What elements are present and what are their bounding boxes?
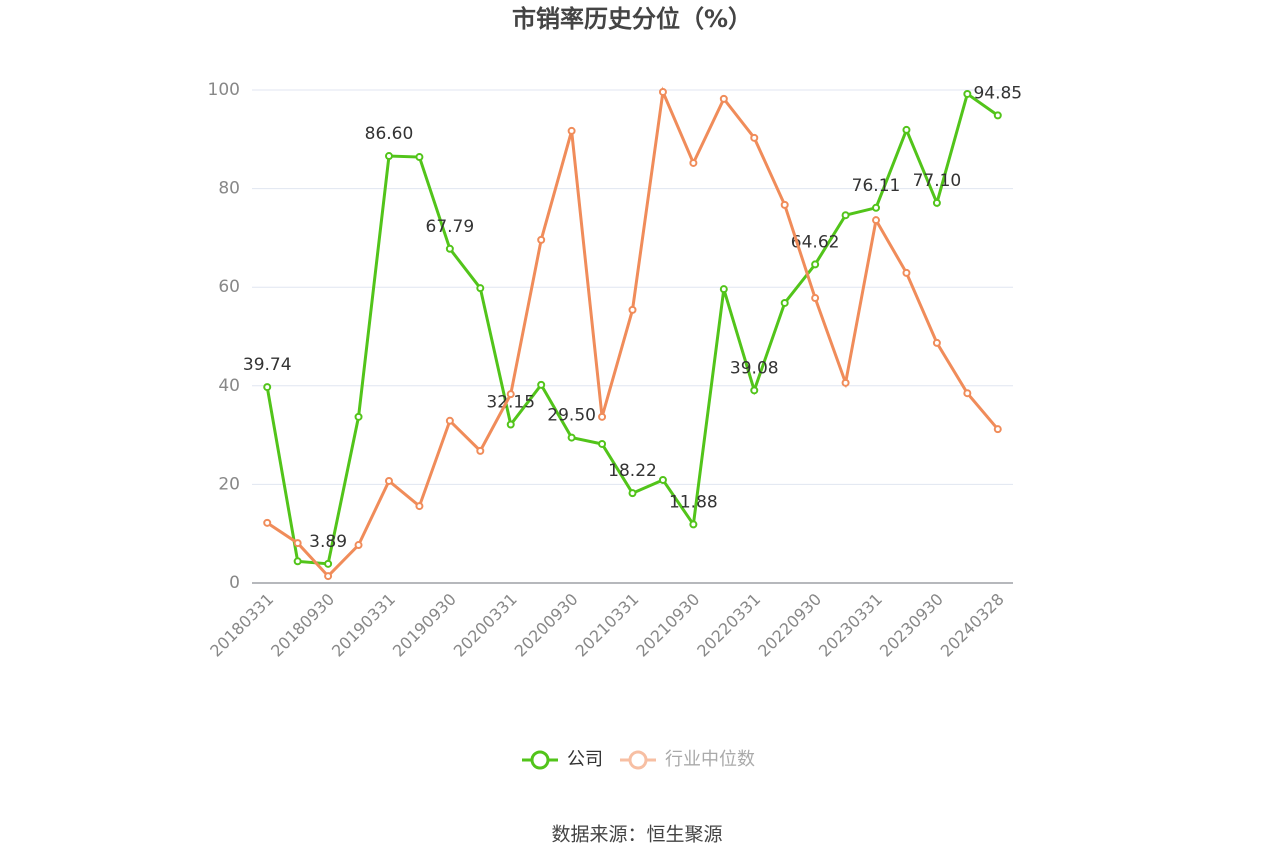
data-point (537, 235, 546, 244)
legend-label: 公司 (567, 749, 603, 770)
data-point (415, 502, 424, 511)
data-point (598, 439, 607, 448)
legend-item: 公司 (522, 749, 603, 770)
data-point (932, 338, 941, 347)
legend-label: 行业中位数 (665, 749, 755, 770)
data-point (263, 518, 272, 527)
data-point (902, 125, 911, 134)
data-label: 29.50 (547, 406, 596, 426)
data-point (993, 425, 1002, 434)
x-tick-label: 20220930 (754, 590, 825, 661)
data-point (567, 433, 576, 442)
x-tick-label: 20180331 (206, 590, 277, 661)
data-point (963, 89, 972, 98)
data-point (476, 446, 485, 455)
x-tick-label: 20180930 (267, 590, 338, 661)
data-label: 67.79 (426, 217, 475, 237)
y-tick-label: 80 (218, 179, 240, 199)
data-point (750, 386, 759, 395)
y-tick-label: 20 (218, 474, 240, 494)
data-point (658, 475, 667, 484)
data-point (293, 539, 302, 548)
data-point (324, 572, 333, 581)
data-point (811, 294, 820, 303)
data-point (628, 489, 637, 498)
data-point (384, 476, 393, 485)
data-label: 94.85 (973, 83, 1022, 103)
data-point (476, 284, 485, 293)
legend-item: 行业中位数 (620, 749, 755, 770)
series-line (266, 86, 999, 579)
data-point (811, 260, 820, 269)
data-point (598, 412, 607, 421)
x-tick-label: 20200331 (450, 590, 521, 661)
x-tick-label: 20240328 (937, 590, 1008, 661)
data-point (324, 559, 333, 568)
data-point (993, 111, 1002, 120)
x-tick-label: 20190331 (328, 590, 399, 661)
y-tick-label: 60 (218, 277, 240, 297)
data-point (932, 198, 941, 207)
data-point (963, 389, 972, 398)
x-tick-label: 20230331 (815, 590, 886, 661)
chart-title: 市销率历史分位（%） (512, 5, 752, 33)
data-point (354, 541, 363, 550)
data-point (506, 420, 515, 429)
data-point (872, 216, 881, 225)
data-point (445, 416, 454, 425)
data-point (780, 200, 789, 209)
data-point (841, 378, 850, 387)
source-note: 数据来源：恒生聚源 (551, 824, 722, 846)
data-point (506, 390, 515, 399)
data-point (719, 285, 728, 294)
data-point (354, 412, 363, 421)
y-tick-label: 100 (208, 80, 240, 100)
x-tick-label: 20210331 (571, 590, 642, 661)
data-point (384, 152, 393, 161)
data-label: 11.88 (669, 492, 718, 512)
data-point (415, 153, 424, 162)
data-label: 32.15 (486, 393, 535, 413)
data-point (689, 520, 698, 529)
data-point (628, 305, 637, 314)
data-label: 76.11 (852, 176, 901, 196)
data-point (658, 87, 667, 96)
data-label: 18.22 (608, 461, 657, 481)
data-point (872, 203, 881, 212)
x-tick-label: 20190930 (389, 590, 460, 661)
x-tick-label: 20220331 (693, 590, 764, 661)
data-point (750, 133, 759, 142)
data-point (780, 298, 789, 307)
data-label: 39.74 (243, 355, 292, 375)
data-point (689, 158, 698, 167)
data-point (445, 244, 454, 253)
legend-marker (628, 750, 648, 770)
data-point (719, 94, 728, 103)
y-tick-label: 40 (218, 376, 240, 396)
data-label: 3.89 (309, 532, 347, 552)
data-point (293, 557, 302, 566)
data-label: 86.60 (365, 124, 414, 144)
data-label: 39.08 (730, 358, 779, 378)
data-point (902, 268, 911, 277)
data-point (841, 211, 850, 220)
data-label: 77.10 (913, 171, 962, 191)
x-tick-label: 20230930 (876, 590, 947, 661)
x-tick-label: 20200930 (511, 590, 582, 661)
legend-marker (530, 750, 550, 770)
x-tick-label: 20210930 (632, 590, 703, 661)
data-point (567, 126, 576, 135)
data-point (263, 383, 272, 392)
data-point (537, 380, 546, 389)
y-tick-label: 0 (229, 573, 240, 593)
data-label: 64.62 (791, 232, 840, 252)
